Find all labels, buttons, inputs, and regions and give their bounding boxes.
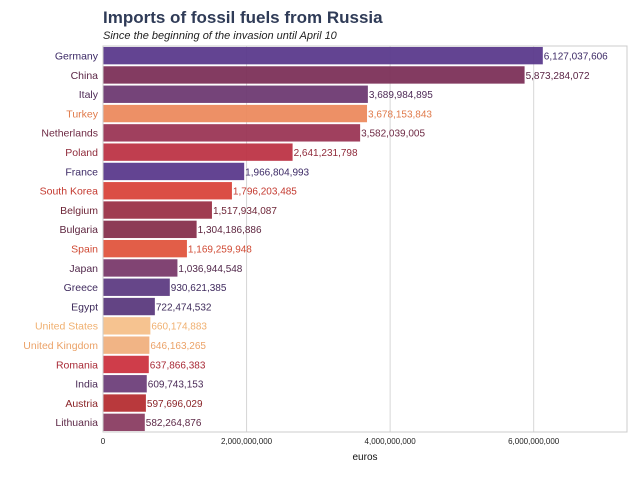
category-label: United States [35,321,98,333]
category-label: Greece [64,282,99,294]
bars [103,46,543,432]
value-label: 1,304,186,886 [198,225,262,236]
value-label: 597,696,029 [147,399,203,410]
category-label: Austria [65,398,98,410]
value-label: 2,641,231,798 [294,148,358,159]
category-label: India [75,379,98,391]
value-label: 609,743,153 [148,380,204,391]
category-labels: Germany China Italy Turkey Netherlands Poland… [23,50,98,429]
chart-title: Imports of fossil fuels from Russia [103,8,383,27]
value-label: 5,873,284,072 [526,71,590,82]
x-tick-label: 4,000,000,000 [365,437,417,446]
category-label: United Kingdom [23,340,98,352]
bar [103,220,197,239]
category-label: Spain [71,243,98,255]
category-label: South Korea [40,186,99,198]
bar [103,297,155,316]
category-label: Lithuania [55,417,98,429]
bar [103,413,145,432]
value-label: 1,966,804,993 [245,167,309,178]
category-label: Japan [69,263,98,275]
value-label: 582,264,876 [146,418,202,429]
value-label: 637,866,383 [150,360,206,371]
value-label: 1,517,934,087 [213,206,277,217]
category-label: Egypt [71,301,98,313]
bar [103,46,543,65]
bar [103,278,170,296]
bar [103,66,525,84]
x-axis-ticks: 0 2,000,000,000 4,000,000,000 6,000,000,000 [101,437,560,446]
category-label: Netherlands [41,128,98,140]
value-label: 646,163,265 [150,341,206,352]
x-tick-label: 2,000,000,000 [221,437,273,446]
value-label: 3,582,039,005 [361,129,425,140]
bar [103,239,187,258]
category-label: Romania [56,359,98,371]
x-axis-label: euros [352,452,377,463]
bar [103,375,147,393]
value-label: 3,678,153,843 [368,109,432,120]
value-label: 6,127,037,606 [544,51,608,62]
bar [103,104,368,123]
plot-panel-border [102,45,628,433]
bar [103,143,293,161]
gridlines [102,46,535,432]
value-label: 1,796,203,485 [233,187,297,198]
bar [103,124,361,142]
category-label: China [71,70,99,82]
value-label: 1,036,944,548 [178,264,242,275]
value-label: 3,689,984,895 [369,90,433,101]
category-label: Poland [65,147,98,159]
bar [103,162,245,181]
bar [103,317,151,335]
bar [103,182,232,200]
category-label: Turkey [66,108,98,120]
value-label: 1,169,259,948 [188,244,252,255]
bar [103,355,149,374]
value-labels: 6,127,037,606 5,873,284,072 3,689,984,895 3… [146,51,608,429]
chart-subtitle: Since the beginning of the invasion unti… [103,30,337,42]
value-label: 930,621,385 [171,283,227,294]
value-label: 722,474,532 [156,302,212,313]
bar [103,394,146,412]
bar [103,336,150,354]
bar [103,201,212,219]
category-label: Italy [79,89,99,101]
bar [103,259,178,277]
x-tick-label: 0 [101,437,106,446]
value-label: 660,174,883 [151,322,207,333]
category-label: France [65,166,98,178]
category-label: Germany [55,50,99,62]
x-tick-label: 6,000,000,000 [508,437,560,446]
category-label: Belgium [60,205,98,217]
bar [103,85,368,103]
category-label: Bulgaria [59,224,98,236]
